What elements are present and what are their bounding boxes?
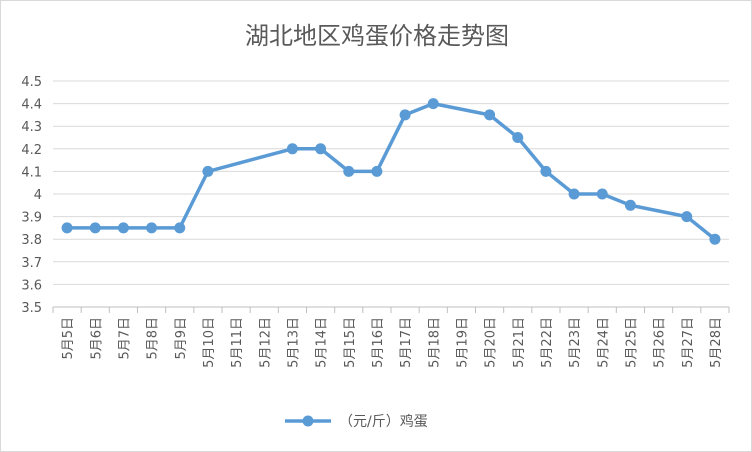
x-tick-label: 5月27日	[681, 317, 696, 368]
x-tick-label: 5月16日	[371, 317, 386, 368]
data-point[interactable]	[399, 109, 411, 121]
x-tick-label: 5月25日	[624, 317, 639, 368]
y-tick-label: 4.4	[21, 98, 42, 113]
y-tick-label: 3.9	[21, 211, 42, 226]
x-axis-ticks: 5月5日 5月6日 5月7日 5月8日 5月9日 5月10日 5月11日 5月12日 5月13日…	[61, 317, 724, 368]
data-point[interactable]	[484, 109, 496, 121]
x-tick-label: 5月18日	[427, 317, 442, 368]
y-tick-label: 4.3	[21, 120, 42, 135]
y-axis-ticks: 3.5 3.6 3.7 3.8 3.9 4 4.1 4.2 4.3 4.4 4.5	[21, 75, 42, 316]
y-tick-label: 3.7	[21, 256, 42, 271]
x-tick-label: 5月9日	[174, 317, 189, 360]
x-tick-label: 5月15日	[343, 317, 358, 368]
data-point[interactable]	[117, 222, 129, 234]
x-tick-label: 5月13日	[286, 317, 301, 368]
x-tick-label: 5月14日	[315, 317, 330, 368]
data-point[interactable]	[343, 165, 355, 177]
data-point[interactable]	[568, 188, 580, 200]
y-tick-label: 3.8	[21, 233, 42, 248]
data-point[interactable]	[512, 132, 524, 143]
y-tick-label: 4.2	[21, 143, 42, 158]
legend-point-marker	[302, 415, 314, 427]
x-tick-label: 5月11日	[230, 317, 245, 368]
x-tick-label: 5月6日	[89, 317, 104, 360]
x-tick-label: 5月26日	[653, 317, 668, 368]
data-point[interactable]	[596, 188, 608, 200]
chart-title: 湖北地区鸡蛋价格走势图	[245, 22, 509, 50]
data-point[interactable]	[202, 165, 214, 177]
data-point[interactable]	[681, 211, 693, 223]
data-point[interactable]	[371, 165, 383, 177]
legend[interactable]: （元/斤）鸡蛋	[285, 413, 428, 430]
legend-label: （元/斤）鸡蛋	[339, 413, 428, 430]
data-point[interactable]	[174, 222, 186, 234]
x-tick-label: 5月7日	[117, 317, 132, 360]
x-tick-label: 5月22日	[540, 317, 555, 368]
x-tick-label: 5月21日	[512, 317, 527, 368]
data-point[interactable]	[315, 143, 327, 155]
x-tick-label: 5月23日	[568, 317, 583, 368]
x-tick-label: 5月8日	[146, 317, 161, 360]
x-tick-label: 5月17日	[399, 317, 414, 368]
x-tick-label: 5月28日	[709, 317, 724, 368]
data-point[interactable]	[286, 143, 298, 155]
gridlines	[53, 80, 729, 308]
x-tick-label: 5月24日	[596, 317, 611, 368]
data-point[interactable]	[624, 199, 636, 211]
x-tick-label: 5月19日	[455, 317, 470, 368]
data-point[interactable]	[709, 233, 721, 245]
data-point[interactable]	[146, 222, 158, 234]
x-tick-label: 5月20日	[484, 317, 499, 368]
data-point[interactable]	[427, 98, 439, 110]
series-layer	[61, 98, 721, 245]
data-point[interactable]	[540, 165, 552, 177]
y-tick-label: 4	[34, 188, 42, 203]
y-tick-label: 3.5	[21, 301, 42, 316]
data-point[interactable]	[89, 222, 101, 234]
y-tick-label: 3.6	[21, 278, 42, 293]
x-tick-label: 5月12日	[258, 317, 273, 368]
y-tick-label: 4.1	[21, 165, 42, 180]
x-tick-label: 5月10日	[202, 317, 217, 368]
x-axis	[52, 306, 730, 313]
x-tick-label: 5月5日	[61, 317, 76, 360]
y-tick-label: 4.5	[21, 75, 42, 90]
data-point[interactable]	[61, 222, 73, 234]
